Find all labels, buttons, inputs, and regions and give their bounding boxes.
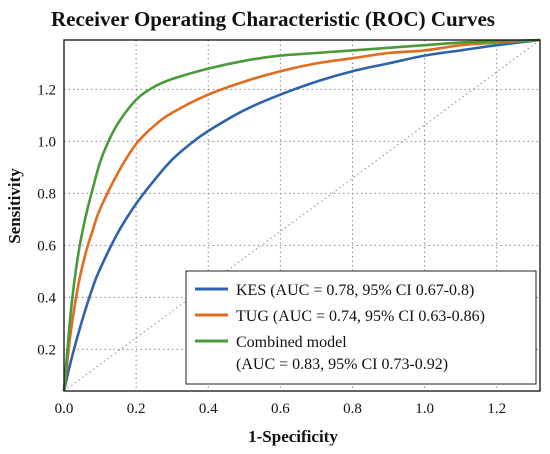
y-tick-label: 0.6	[37, 238, 56, 254]
x-tick-label: 1.0	[415, 401, 434, 417]
y-axis-label: Sensitivity	[5, 168, 24, 244]
legend: KES (AUC = 0.78, 95% CI 0.67-0.8) TUG (A…	[185, 270, 537, 385]
x-tick-label: 0.0	[55, 401, 74, 417]
y-tick-label: 0.2	[37, 342, 56, 358]
y-tick-label: 0.8	[37, 186, 56, 202]
y-tick-labels: 0.2 0.4 0.6 0.8 1.0 1.2	[37, 82, 56, 358]
series-lines	[62, 38, 541, 392]
x-tick-label: 0.6	[271, 401, 290, 417]
x-tick-label: 0.4	[199, 401, 218, 417]
y-tick-label: 0.4	[37, 290, 56, 306]
x-tick-label: 0.2	[127, 401, 146, 417]
legend-box	[185, 270, 537, 385]
legend-label-combined-auc: (AUC = 0.83, 95% CI 0.73-0.92)	[236, 356, 448, 373]
legend-label-combined: Combined model	[236, 334, 347, 351]
series-line-combined	[62, 38, 541, 392]
legend-label-kes: KES (AUC = 0.78, 95% CI 0.67-0.8)	[236, 282, 474, 299]
plot-area-frame	[63, 39, 541, 392]
series-line-tug	[62, 38, 541, 392]
y-tick-label: 1.2	[37, 82, 56, 98]
x-axis-label: 1-Specificity	[248, 427, 338, 446]
chart-title: Receiver Operating Characteristic (ROC) …	[51, 7, 495, 31]
y-tick-label: 1.0	[37, 134, 56, 150]
x-tick-labels: 0.0 0.2 0.4 0.6 0.8 1.0 1.2	[55, 401, 506, 417]
legend-label-tug: TUG (AUC = 0.74, 95% CI 0.63-0.86)	[236, 308, 485, 325]
x-tick-label: 0.8	[343, 401, 362, 417]
x-tick-label: 1.2	[487, 401, 506, 417]
series-line-kes	[62, 38, 541, 392]
